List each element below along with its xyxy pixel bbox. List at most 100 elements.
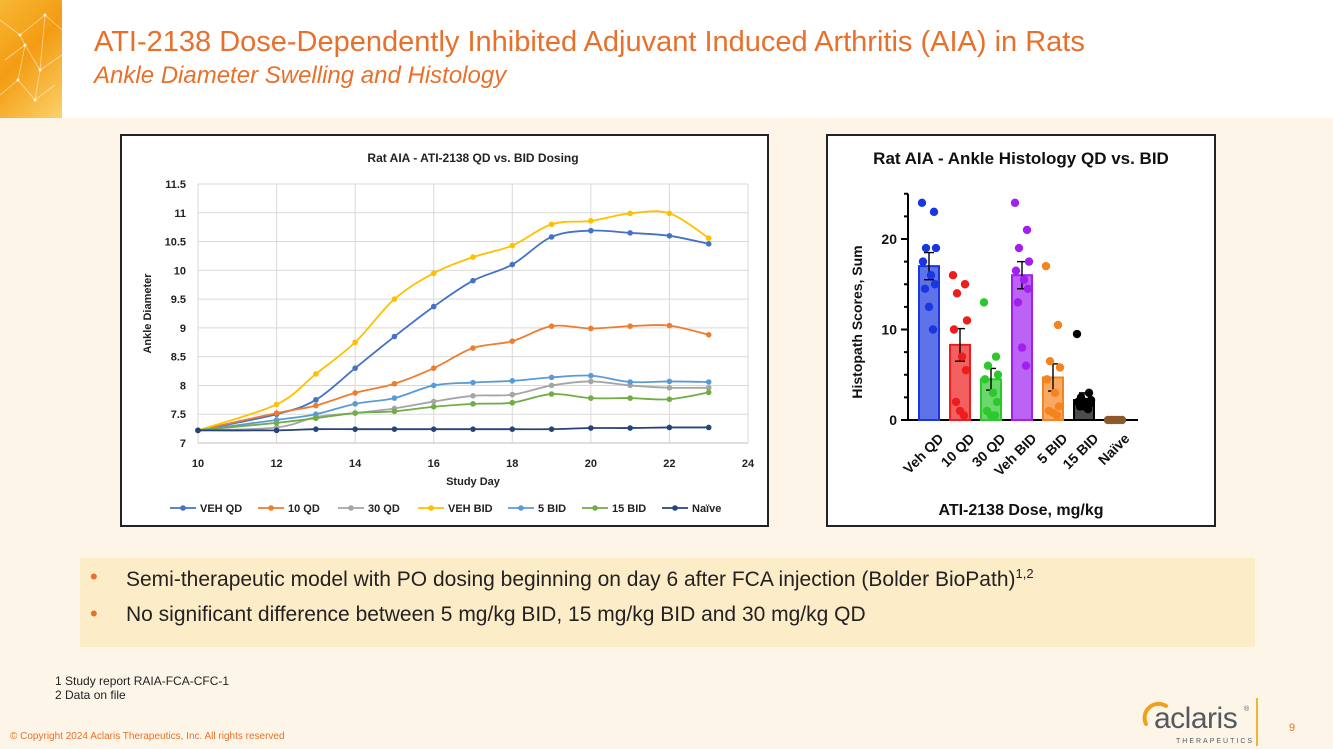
individual-data-point bbox=[1053, 320, 1063, 330]
individual-data-point bbox=[990, 411, 1000, 420]
data-point bbox=[705, 424, 712, 431]
individual-data-point bbox=[992, 397, 1002, 407]
data-point bbox=[273, 427, 280, 434]
individual-data-point bbox=[988, 388, 998, 398]
x-tick-label: 22 bbox=[663, 458, 675, 470]
legend-label: Naïve bbox=[692, 503, 721, 515]
page-title: ATI-2138 Dose-Dependently Inhibited Adju… bbox=[94, 26, 1085, 58]
x-category-label: Veh QD bbox=[900, 430, 947, 477]
individual-data-point bbox=[1045, 356, 1055, 366]
logo-arc-icon bbox=[1142, 701, 1168, 726]
data-point bbox=[313, 402, 319, 409]
data-point bbox=[391, 395, 398, 401]
data-point bbox=[352, 339, 358, 346]
data-point bbox=[666, 233, 673, 239]
data-point bbox=[273, 410, 280, 416]
decorative-corner-graphic bbox=[0, 0, 62, 118]
individual-data-point bbox=[917, 198, 927, 207]
bullet-superscript: 1,2 bbox=[1015, 566, 1034, 581]
bar-chart-svg: Rat AIA - Ankle Histology QD vs. BID 0 10 2… bbox=[849, 149, 1169, 519]
x-tick-label: 24 bbox=[742, 458, 755, 470]
data-point bbox=[195, 427, 201, 434]
legend-label: 30 QD bbox=[368, 503, 400, 515]
x-tick-label: 10 bbox=[192, 458, 204, 470]
x-category-label: 10 QD bbox=[938, 430, 978, 470]
data-point bbox=[548, 234, 555, 240]
data-point bbox=[273, 401, 280, 408]
individual-data-point bbox=[918, 257, 928, 266]
individual-data-point bbox=[959, 411, 969, 420]
series-line bbox=[197, 229, 709, 432]
data-point bbox=[705, 235, 712, 241]
individual-data-point bbox=[1055, 363, 1065, 372]
y-tick-label: 10.5 bbox=[165, 237, 186, 249]
data-point bbox=[588, 395, 594, 401]
data-point bbox=[430, 403, 437, 410]
y-tick-label: 11 bbox=[174, 208, 186, 220]
logo-subtitle: THERAPEUTICS bbox=[1176, 738, 1255, 745]
individual-data-point bbox=[1010, 198, 1020, 207]
data-point bbox=[470, 393, 476, 399]
data-point bbox=[627, 425, 633, 431]
individual-data-point bbox=[961, 366, 971, 375]
data-point bbox=[352, 401, 358, 407]
data-point bbox=[430, 270, 437, 277]
footnotes: 1 Study report RAIA-FCA-CFC-1 2 Data on … bbox=[55, 674, 229, 702]
legend-marker bbox=[180, 505, 186, 511]
individual-data-point bbox=[1117, 415, 1127, 425]
individual-data-point bbox=[952, 289, 962, 298]
data-point bbox=[705, 379, 712, 385]
data-point bbox=[430, 382, 437, 389]
individual-data-point bbox=[1021, 361, 1031, 370]
network-pattern-icon bbox=[0, 13, 62, 102]
x-category-label: 15 BID bbox=[1059, 430, 1101, 472]
header-band: ATI-2138 Dose-Dependently Inhibited Adju… bbox=[0, 0, 1333, 118]
data-point bbox=[588, 425, 594, 431]
individual-data-point bbox=[1054, 402, 1064, 411]
data-point bbox=[588, 227, 594, 234]
individual-data-point bbox=[1042, 375, 1052, 384]
data-point bbox=[588, 325, 594, 332]
data-point bbox=[509, 426, 516, 432]
data-point bbox=[391, 426, 398, 432]
individual-data-point bbox=[1052, 411, 1062, 420]
data-point bbox=[666, 378, 673, 385]
line-chart-ankle-diameter: Rat AIA - ATI-2138 QD vs. BID Dosing 7 7.5… bbox=[120, 134, 769, 527]
logo-wordmark: aclaris bbox=[1154, 702, 1238, 735]
legend-marker bbox=[428, 505, 434, 511]
data-point bbox=[352, 410, 358, 416]
data-point bbox=[705, 331, 712, 338]
individual-data-point bbox=[957, 352, 967, 361]
aclaris-logo: aclaris ® THERAPEUTICS bbox=[1140, 700, 1252, 748]
data-point bbox=[666, 424, 673, 431]
individual-data-point bbox=[924, 302, 934, 312]
data-point bbox=[391, 380, 398, 387]
individual-data-point bbox=[951, 397, 961, 407]
data-point bbox=[430, 398, 437, 405]
individual-data-point bbox=[948, 271, 958, 280]
y-tick-label: 9 bbox=[180, 323, 186, 335]
data-point bbox=[470, 254, 476, 260]
y-tick-label: 7 bbox=[180, 438, 186, 450]
data-point bbox=[509, 399, 516, 406]
line-chart-svg: Rat AIA - ATI-2138 QD vs. BID Dosing 7 7.5… bbox=[142, 151, 755, 515]
individual-data-point bbox=[1011, 266, 1021, 275]
data-point bbox=[509, 242, 516, 249]
individual-data-point bbox=[960, 280, 970, 289]
data-point bbox=[548, 221, 555, 228]
legend-marker bbox=[268, 505, 274, 511]
data-point bbox=[430, 365, 437, 371]
bar-chart-title: Rat AIA - Ankle Histology QD vs. BID bbox=[873, 149, 1169, 168]
y-tick-label: 10 bbox=[174, 265, 186, 277]
data-point bbox=[588, 378, 594, 385]
footnote-2: 2 Data on file bbox=[55, 688, 126, 702]
y-tick-label: 20 bbox=[881, 231, 897, 247]
data-point bbox=[470, 379, 476, 386]
individual-data-point bbox=[1014, 243, 1024, 253]
y-tick-label: 0 bbox=[889, 412, 897, 428]
data-point bbox=[313, 426, 319, 432]
logo-registered-mark: ® bbox=[1244, 706, 1250, 713]
data-point bbox=[391, 296, 398, 302]
individual-data-point bbox=[928, 325, 938, 334]
data-point bbox=[352, 365, 358, 371]
